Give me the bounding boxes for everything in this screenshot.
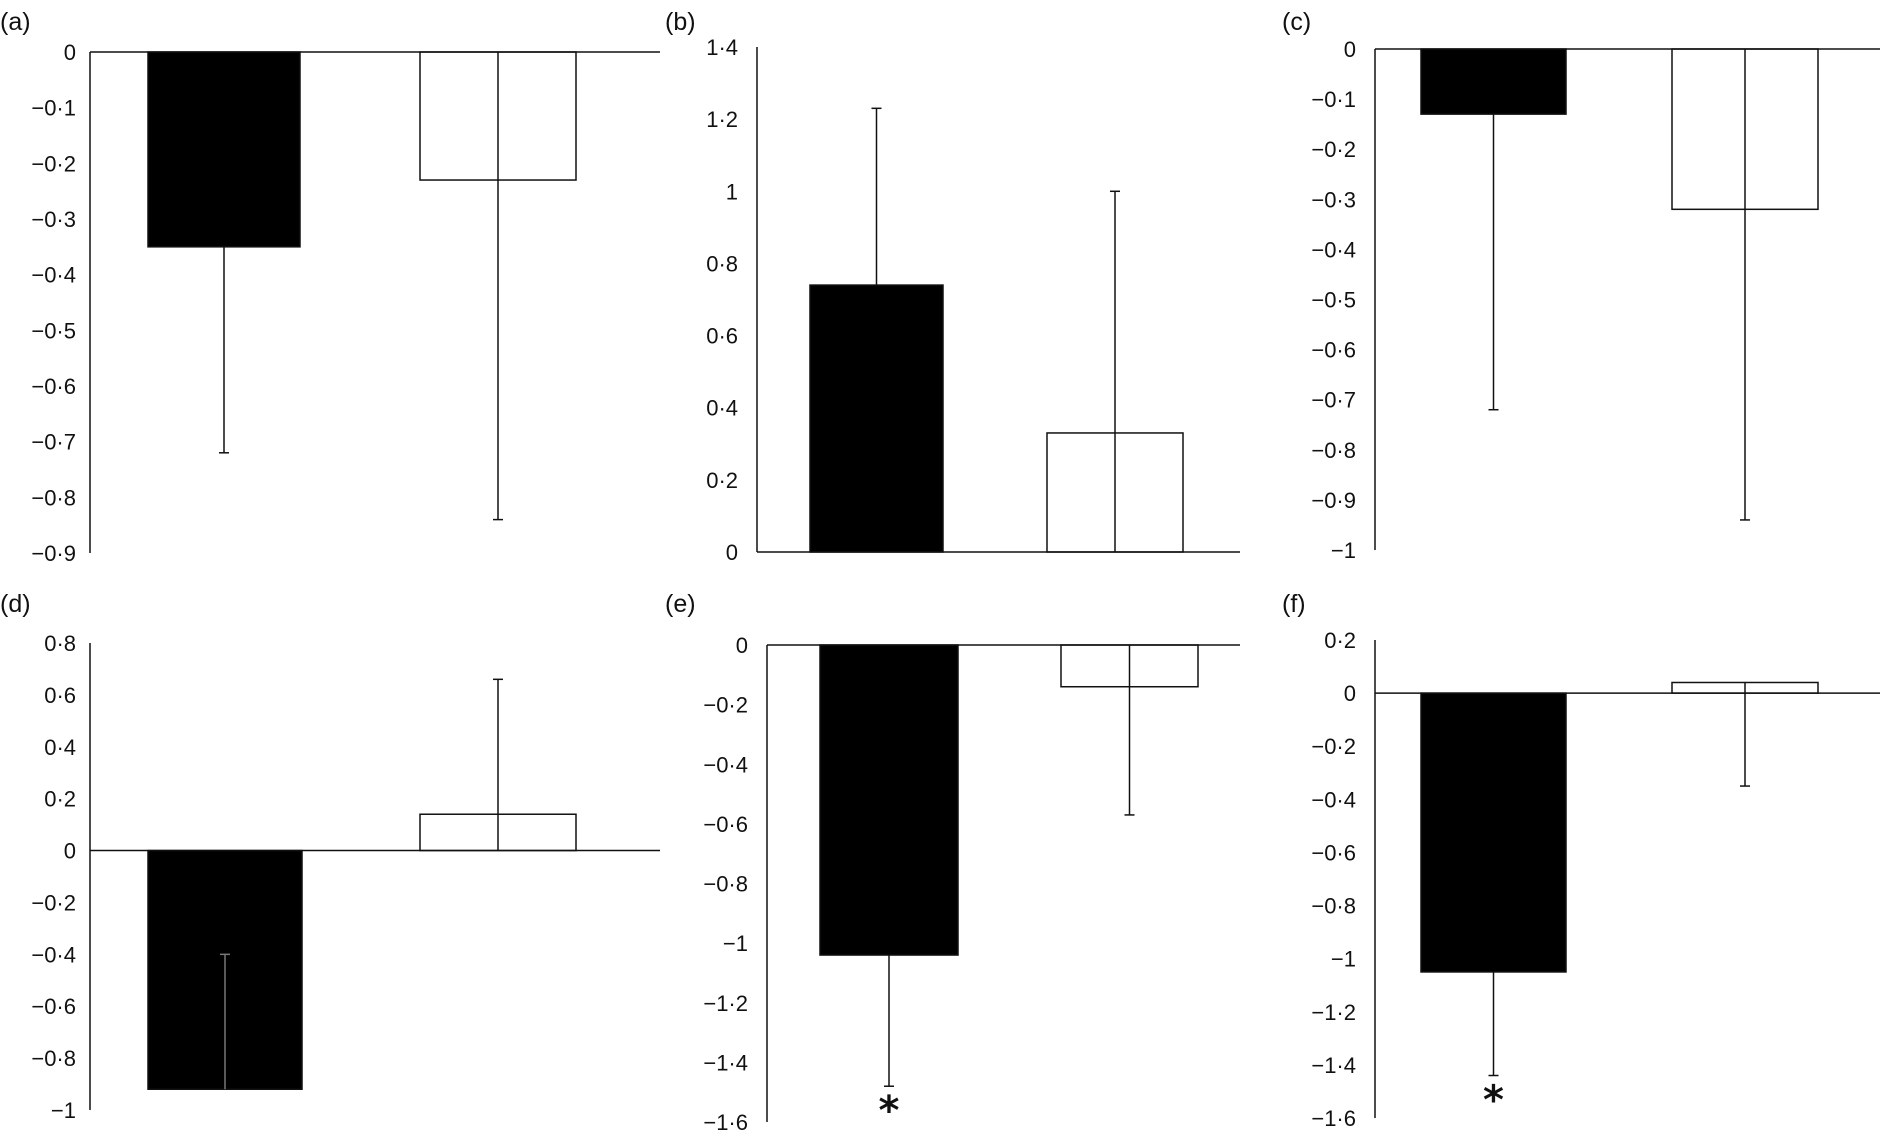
y-tick-label: −1 bbox=[51, 1098, 76, 1123]
y-tick-label: −0·3 bbox=[31, 207, 76, 232]
y-tick-label: −0·8 bbox=[1311, 894, 1356, 919]
y-tick-label: −0·8 bbox=[31, 485, 76, 510]
y-tick-label: 0·2 bbox=[706, 468, 738, 493]
y-tick-label: 0·8 bbox=[44, 631, 76, 656]
panel-c: (c) 0 −0·1 −0·2 −0·3 −0·4 −0·5 −0·6 −0·7 −0·8 −0·9… bbox=[1282, 8, 1880, 563]
y-tick-label: 1·2 bbox=[706, 107, 738, 132]
y-tick-label: −0·2 bbox=[703, 693, 748, 718]
y-tick-label: 0·8 bbox=[706, 251, 738, 276]
y-tick-label: −0·8 bbox=[31, 1046, 76, 1071]
y-tick-label: −0·2 bbox=[31, 890, 76, 915]
bar bbox=[1420, 48, 1567, 115]
y-tick-label: −0·4 bbox=[31, 942, 76, 967]
y-tick-label: −0·1 bbox=[31, 96, 76, 121]
y-tick-label: −0·4 bbox=[1311, 787, 1356, 812]
significance-star: * bbox=[1483, 1078, 1504, 1124]
y-tick-label: −0·9 bbox=[1311, 488, 1356, 513]
panel-a: (a) 0 −0·1 −0·2 −0·3 −0·4 −0·5 −0·6 −0·7 −0·8 −0·9 bbox=[0, 8, 660, 566]
y-tick-label: 0·4 bbox=[44, 735, 76, 760]
y-tick-label: −0·8 bbox=[703, 872, 748, 897]
y-tick-label: −0·8 bbox=[1311, 438, 1356, 463]
panel-d: (d) 0·8 0·6 0·4 0·2 0 −0·2 −0·4 −0·6 −0·8 −1 bbox=[0, 590, 660, 1123]
y-tick-label: −0·5 bbox=[1311, 288, 1356, 313]
panel-label: (b) bbox=[665, 8, 696, 36]
panel-e: (e) 0 −0·2 −0·4 −0·6 −0·8 −1 −1·2 −1·4 −1·6 * bbox=[665, 590, 1240, 1132]
y-tick-label: −0·2 bbox=[1311, 137, 1356, 162]
bar bbox=[1420, 692, 1567, 973]
panel-label: (f) bbox=[1282, 590, 1306, 618]
y-tick-label: −0·6 bbox=[31, 994, 76, 1019]
y-tick-label: −0·2 bbox=[31, 151, 76, 176]
panel-f: (f) 0·2 0 −0·2 −0·4 −0·6 −0·8 −1 −1·2 −1·4 −1·6 * bbox=[1282, 590, 1880, 1131]
y-tick-label: 0·2 bbox=[44, 787, 76, 812]
y-tick-label: 0·4 bbox=[706, 396, 738, 421]
y-tick-label: −0·6 bbox=[703, 812, 748, 837]
y-tick-label: −0·4 bbox=[703, 752, 748, 777]
panel-label: (a) bbox=[0, 8, 31, 36]
panel-label: (c) bbox=[1282, 8, 1311, 36]
bar bbox=[147, 51, 301, 248]
y-tick-label: −0·6 bbox=[1311, 338, 1356, 363]
y-tick-label: −0·4 bbox=[1311, 237, 1356, 262]
y-tick-label: −1 bbox=[723, 931, 748, 956]
y-tick-label: 1·4 bbox=[706, 35, 738, 60]
y-tick-label: −1 bbox=[1331, 947, 1356, 972]
y-tick-label: −1·2 bbox=[1311, 1000, 1356, 1025]
y-tick-label: 0·2 bbox=[1324, 628, 1356, 653]
y-tick-label: −0·7 bbox=[31, 430, 76, 455]
panel-label: (e) bbox=[665, 590, 696, 618]
y-tick-label: 0·6 bbox=[44, 683, 76, 708]
y-tick-label: −1·2 bbox=[703, 991, 748, 1016]
bar bbox=[819, 644, 959, 956]
y-tick-label: 0·6 bbox=[706, 324, 738, 349]
y-tick-label: −0·6 bbox=[31, 374, 76, 399]
y-tick-label: −0·3 bbox=[1311, 187, 1356, 212]
y-tick-label: 1 bbox=[726, 179, 738, 204]
panel-b: (b) 1·4 1·2 1 0·8 0·6 0·4 0·2 0 bbox=[665, 8, 1240, 565]
panel-label: (d) bbox=[0, 590, 31, 618]
significance-star: * bbox=[879, 1088, 900, 1132]
y-tick-label: −0·7 bbox=[1311, 388, 1356, 413]
y-tick-label: −0·1 bbox=[1311, 87, 1356, 112]
y-tick-label: 0 bbox=[726, 540, 738, 565]
y-tick-label: −1 bbox=[1331, 538, 1356, 563]
y-tick-label: −0·6 bbox=[1311, 840, 1356, 865]
y-tick-label: 0 bbox=[1344, 681, 1356, 706]
y-tick-label: −0·5 bbox=[31, 318, 76, 343]
y-tick-label: 0 bbox=[64, 839, 76, 864]
y-tick-label: −1·6 bbox=[703, 1110, 748, 1132]
bar bbox=[809, 284, 944, 553]
y-tick-label: −1·6 bbox=[1311, 1106, 1356, 1131]
y-tick-label: −1·4 bbox=[1311, 1053, 1356, 1078]
y-tick-label: −0·2 bbox=[1311, 734, 1356, 759]
y-tick-label: −1·4 bbox=[703, 1050, 748, 1075]
y-tick-label: 0 bbox=[64, 40, 76, 65]
y-tick-label: 0 bbox=[1344, 37, 1356, 62]
y-tick-label: −0·4 bbox=[31, 263, 76, 288]
y-tick-label: 0 bbox=[736, 633, 748, 658]
y-tick-label: −0·9 bbox=[31, 541, 76, 566]
